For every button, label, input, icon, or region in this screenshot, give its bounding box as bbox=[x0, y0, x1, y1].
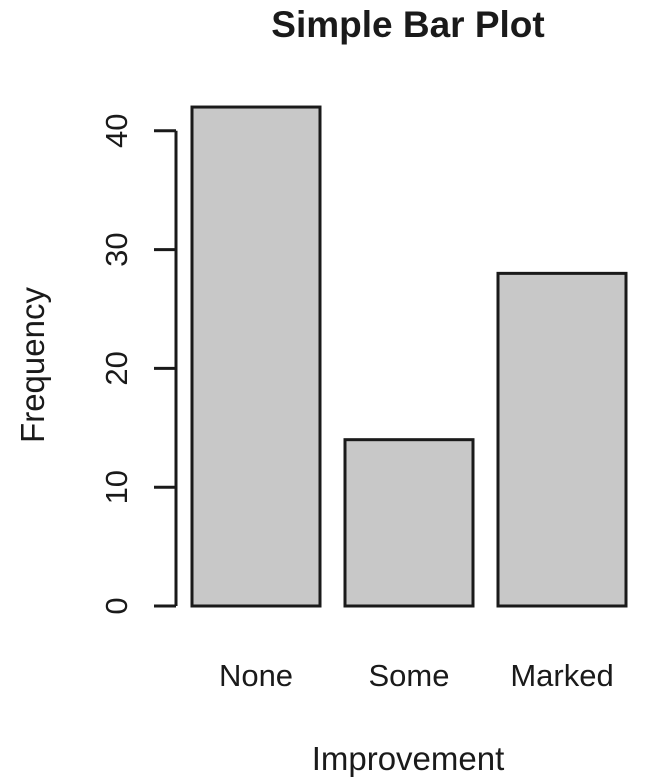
y-tick-label: 30 bbox=[99, 232, 134, 266]
y-axis: 0 10 20 30 40 bbox=[99, 114, 178, 615]
x-tick-labels: None Some Marked bbox=[219, 658, 614, 693]
y-tick-label: 40 bbox=[99, 114, 134, 148]
chart-title: Simple Bar Plot bbox=[271, 4, 544, 45]
bar-none bbox=[190, 105, 322, 608]
y-axis-label: Frequency bbox=[14, 287, 51, 443]
y-tick-label: 10 bbox=[99, 470, 134, 504]
bar-marked bbox=[496, 271, 628, 608]
x-tick-label: None bbox=[219, 658, 293, 693]
x-axis-label: Improvement bbox=[312, 740, 505, 777]
x-tick-label: Some bbox=[369, 658, 450, 693]
bar-some bbox=[343, 438, 475, 608]
x-tick-label: Marked bbox=[510, 658, 613, 693]
y-tick-label: 0 bbox=[99, 597, 134, 614]
bars-group bbox=[190, 105, 628, 608]
y-tick-label: 20 bbox=[99, 351, 134, 385]
